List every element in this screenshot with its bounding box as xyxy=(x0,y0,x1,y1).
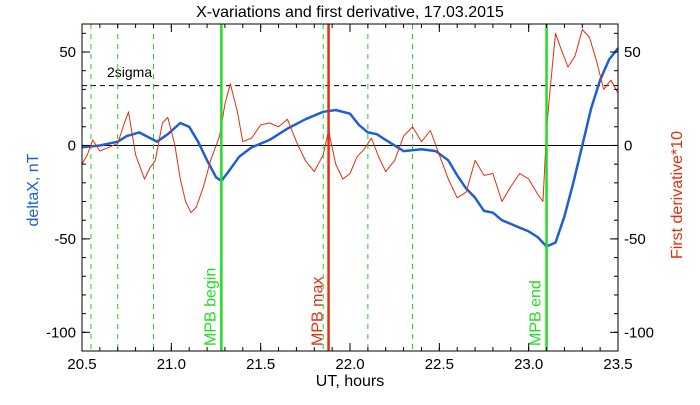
y-tick-label-right: 0 xyxy=(624,137,632,154)
x-tick-label: 22.0 xyxy=(335,356,364,373)
marker-label: MPB begin xyxy=(202,268,219,346)
x-tick-label: 23.5 xyxy=(603,356,632,373)
y-tick-label-right: -50 xyxy=(624,231,646,248)
series-deltaX-line xyxy=(81,47,619,248)
marker-label: MPB end xyxy=(528,280,545,346)
plot-layer: MPB begin MPB max MPB end 20.5 21.0 21.5 22.0 2… xyxy=(46,23,654,373)
chart-title: X-variations and first derivative, 17.03… xyxy=(196,4,504,21)
y-tick-label-left: -100 xyxy=(46,324,76,341)
y-axis-left-label: deltaX, nT xyxy=(25,153,42,226)
series-derivative-line xyxy=(81,29,619,214)
y-axis-right-label: First derivative*10 xyxy=(669,131,686,259)
x-tick-label: 22.5 xyxy=(425,356,454,373)
x-axis-label: UT, hours xyxy=(316,373,384,390)
marker-label: MPB max xyxy=(310,277,327,346)
x-tick-label: 21.0 xyxy=(157,356,186,373)
y-tick-label-left: -50 xyxy=(54,231,76,248)
x-tick-label: 21.5 xyxy=(246,356,275,373)
y-tick-label-left: 0 xyxy=(68,137,76,154)
x-tick-label: 20.5 xyxy=(67,356,96,373)
y-tick-label-right: -100 xyxy=(624,324,654,341)
x-tick-label: 23.0 xyxy=(514,356,543,373)
sigma-label: 2sigma xyxy=(107,64,152,80)
y-tick-label-right: 50 xyxy=(624,44,641,61)
y-tick-label-left: 50 xyxy=(59,44,76,61)
